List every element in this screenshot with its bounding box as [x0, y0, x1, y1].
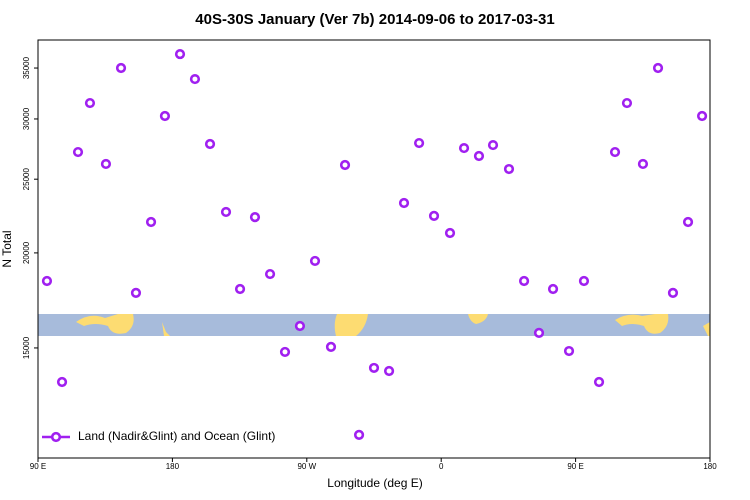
- point: [547, 283, 559, 295]
- point: [72, 146, 84, 158]
- point: [518, 275, 530, 287]
- point: [609, 146, 621, 158]
- plot-frame: [37, 39, 711, 459]
- x-tick-label: 90 E: [567, 462, 583, 471]
- y-tick-label: 25000: [22, 168, 31, 191]
- point: [41, 275, 53, 287]
- point: [115, 62, 127, 74]
- point: [637, 158, 649, 170]
- point: [593, 376, 605, 388]
- point: [444, 227, 456, 239]
- point: [621, 97, 633, 109]
- point: [249, 211, 261, 223]
- point: [84, 97, 96, 109]
- point: [383, 365, 395, 377]
- point: [264, 268, 276, 280]
- point: [56, 376, 68, 388]
- y-axis-label: N Total: [0, 230, 14, 267]
- point: [159, 110, 171, 122]
- chart-title: 40S-30S January (Ver 7b) 2014-09-06 to 2…: [195, 11, 554, 28]
- x-tick-label: 180: [166, 462, 180, 471]
- point: [667, 287, 679, 298]
- point: [398, 197, 410, 209]
- point: [413, 137, 425, 149]
- point: [368, 362, 380, 374]
- point: [458, 142, 470, 154]
- point: [533, 327, 545, 338]
- point: [204, 138, 216, 150]
- point: [339, 159, 351, 171]
- point: [325, 341, 337, 352]
- map-band: [38, 314, 710, 336]
- y-tick-label: 15000: [22, 336, 31, 359]
- point: [220, 206, 232, 218]
- x-tick-label: 0: [439, 462, 444, 471]
- point: [130, 287, 142, 298]
- x-tick-label: 90 W: [297, 462, 316, 471]
- x-axis-label: Longitude (deg E): [327, 476, 422, 490]
- y-tick-label: 20000: [22, 241, 31, 264]
- x-tick-label: 180: [703, 462, 717, 471]
- point: [189, 73, 201, 85]
- x-tick-label: 90 E: [30, 462, 46, 471]
- point: [696, 110, 708, 122]
- point: [100, 158, 112, 170]
- y-tick-label: 30000: [22, 107, 31, 130]
- point: [652, 62, 664, 74]
- point: [294, 320, 306, 332]
- y-tick-label: 35000: [22, 56, 31, 79]
- point: [145, 216, 157, 228]
- point: [279, 346, 291, 358]
- point: [487, 139, 499, 151]
- point: [234, 283, 246, 295]
- legend-label: Land (Nadir&Glint) and Ocean (Glint): [78, 429, 275, 443]
- point: [682, 216, 694, 228]
- point: [309, 255, 321, 267]
- point: [578, 275, 590, 287]
- point: [174, 48, 186, 60]
- point: [353, 429, 365, 440]
- point: [563, 345, 575, 357]
- point: [503, 163, 515, 175]
- point: [428, 210, 440, 222]
- point: [473, 150, 485, 162]
- legend-marker: [50, 431, 62, 443]
